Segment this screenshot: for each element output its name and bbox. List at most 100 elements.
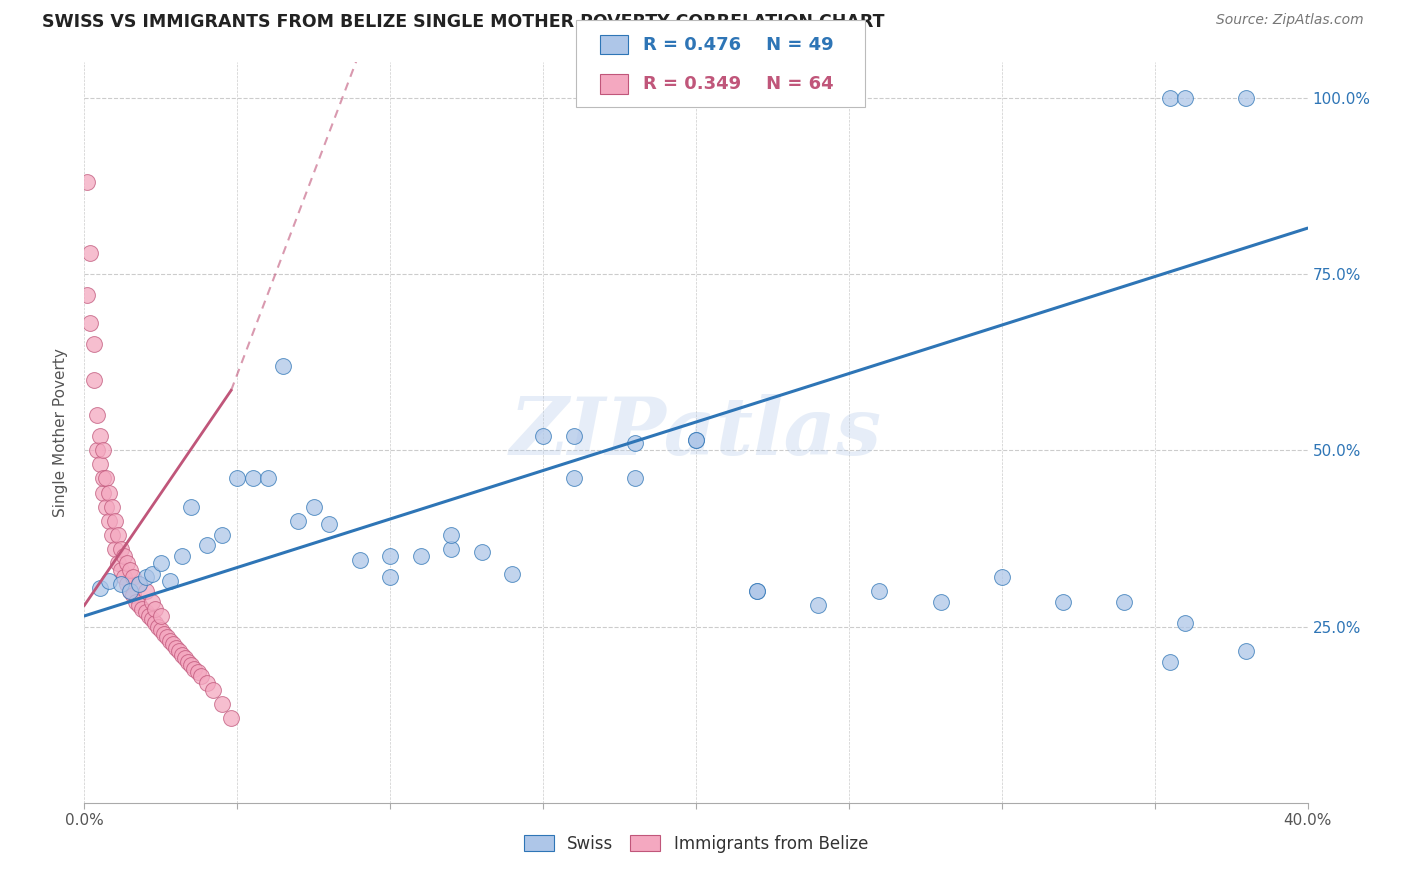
Point (128, 577, 150, 591)
Point (149, 609, 172, 624)
Point (167, 644, 190, 658)
Point (869, 584, 891, 599)
Point (83, 337, 105, 351)
Point (89, 581, 111, 595)
Point (104, 514, 127, 528)
Point (97, 485, 120, 500)
Point (110, 577, 132, 591)
Point (318, 517, 340, 532)
Point (1114, 595, 1136, 609)
Y-axis label: Single Mother Poverty: Single Mother Poverty (53, 348, 69, 517)
Point (409, 549, 432, 563)
Point (807, 599, 830, 613)
Point (141, 595, 163, 609)
Point (141, 566, 163, 581)
Point (89, 458, 111, 472)
Point (440, 541, 463, 556)
Point (302, 500, 325, 514)
Legend: Swiss, Immigrants from Belize: Swiss, Immigrants from Belize (516, 826, 876, 861)
Point (128, 577, 150, 591)
Point (562, 471, 585, 485)
Point (110, 563, 132, 577)
Point (89, 429, 111, 443)
Point (131, 602, 153, 616)
Point (380, 570, 402, 584)
Text: SWISS VS IMMIGRANTS FROM BELIZE SINGLE MOTHER POVERTY CORRELATION CHART: SWISS VS IMMIGRANTS FROM BELIZE SINGLE M… (42, 13, 884, 31)
Point (287, 514, 309, 528)
Text: ZIPatlas: ZIPatlas (510, 394, 882, 471)
Point (162, 637, 184, 651)
Point (159, 574, 181, 588)
Point (115, 556, 138, 570)
Point (195, 538, 218, 552)
Point (271, 359, 294, 373)
Text: R = 0.349    N = 64: R = 0.349 N = 64 (643, 75, 834, 93)
Point (120, 584, 142, 599)
Point (143, 602, 166, 616)
Point (146, 619, 169, 633)
Point (349, 552, 371, 566)
Point (120, 584, 142, 599)
Point (153, 626, 176, 640)
Point (86, 408, 108, 422)
Point (440, 528, 463, 542)
Point (165, 640, 187, 655)
Point (115, 577, 138, 591)
Point (174, 651, 197, 665)
Point (180, 658, 202, 673)
Point (257, 471, 280, 485)
Point (624, 471, 647, 485)
Point (122, 588, 145, 602)
Point (156, 630, 179, 644)
Point (991, 570, 1014, 584)
Point (110, 541, 132, 556)
Point (122, 570, 145, 584)
Point (104, 541, 127, 556)
Point (685, 433, 707, 447)
Point (1052, 595, 1074, 609)
Point (531, 429, 554, 443)
Point (97, 574, 120, 588)
Point (211, 697, 233, 711)
Point (195, 676, 218, 690)
Point (929, 595, 952, 609)
Point (101, 500, 124, 514)
Point (747, 584, 769, 599)
Point (112, 570, 135, 584)
Point (107, 528, 129, 542)
Point (1236, 91, 1258, 105)
Point (91, 471, 114, 485)
Point (172, 549, 194, 563)
Point (1159, 91, 1181, 105)
Point (79, 245, 101, 260)
Point (183, 662, 205, 676)
Point (177, 655, 200, 669)
Point (94, 500, 117, 514)
Point (562, 429, 585, 443)
Point (1159, 655, 1181, 669)
Point (180, 500, 202, 514)
Point (471, 545, 494, 559)
Point (186, 665, 208, 680)
Point (747, 584, 769, 599)
Point (159, 633, 181, 648)
Point (143, 615, 166, 630)
Point (94, 471, 117, 485)
Point (125, 595, 148, 609)
Point (219, 711, 242, 725)
Point (211, 528, 233, 542)
Point (242, 471, 264, 485)
Point (107, 556, 129, 570)
Point (79, 316, 101, 330)
Point (91, 485, 114, 500)
Point (138, 609, 160, 624)
Point (201, 683, 224, 698)
Text: R = 0.476    N = 49: R = 0.476 N = 49 (643, 36, 834, 54)
Point (86, 443, 108, 458)
Point (112, 549, 135, 563)
Point (226, 471, 249, 485)
Point (97, 514, 120, 528)
Point (1174, 615, 1197, 630)
Point (172, 648, 194, 662)
Point (128, 599, 150, 613)
